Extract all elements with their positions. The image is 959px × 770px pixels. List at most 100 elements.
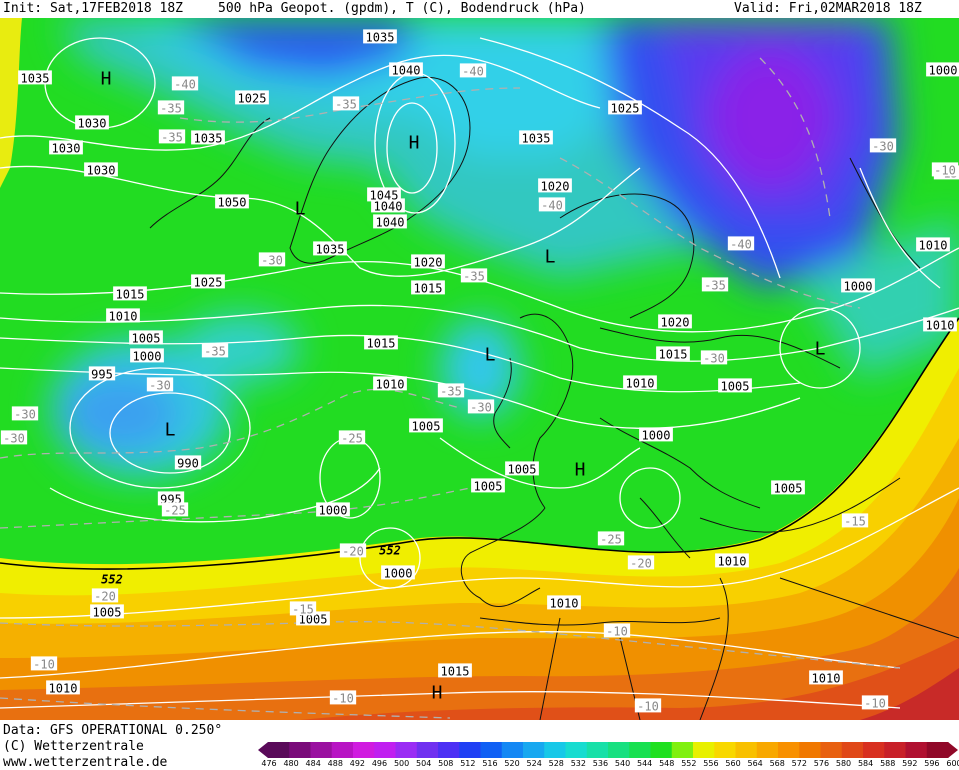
colorbar-swatch (331, 742, 354, 758)
svg-text:1005: 1005 (774, 481, 803, 495)
isobar-label: 1010 (809, 670, 843, 685)
colorbar-tick-label: 556 (703, 759, 719, 768)
svg-text:1000: 1000 (133, 349, 162, 363)
isobar-label: 1040 (371, 198, 405, 213)
temperature-label: -15 (841, 513, 869, 528)
svg-text:-20: -20 (94, 589, 116, 603)
data-source: Data: GFS OPERATIONAL 0.250° (3, 723, 223, 738)
isobar-label: 1035 (519, 130, 553, 145)
svg-text:-15: -15 (292, 602, 314, 616)
colorbar-tick-label: 492 (349, 759, 366, 768)
colorbar-tick-label: 528 (548, 759, 564, 768)
temperature-label: -40 (538, 197, 566, 212)
weather-map-svg: 1035 1040 1025 1040 1035 1030 1030 1035 1050 1045… (0, 18, 959, 720)
isobar-label: 1045 (367, 187, 401, 202)
svg-text:-30: -30 (872, 139, 894, 153)
colorbar-tick-label: 572 (791, 759, 807, 768)
weather-map: 1035 1040 1025 1040 1035 1030 1030 1035 1050 1045… (0, 18, 959, 720)
svg-text:-35: -35 (704, 278, 726, 292)
temperature-label: -20 (91, 588, 119, 603)
svg-text:L: L (545, 246, 556, 267)
isobar-label: 1030 (84, 162, 118, 177)
temperature-label: -20 (339, 543, 367, 558)
colorbar-tick-label: 588 (880, 759, 896, 768)
svg-text:-40: -40 (730, 237, 752, 251)
colorbar-swatch (884, 742, 906, 758)
svg-text:-10: -10 (637, 699, 659, 713)
colorbar-swatch (756, 742, 779, 758)
init-time: Init: Sat,17FEB2018 18Z (3, 1, 184, 16)
temperature-label: -35 (158, 129, 186, 144)
svg-text:1035: 1035 (522, 131, 551, 145)
svg-text:1000: 1000 (844, 279, 873, 293)
svg-text:1010: 1010 (926, 318, 955, 332)
isobar-label: 1020 (538, 178, 572, 193)
svg-text:L: L (295, 198, 306, 219)
colorbar-tick-label: 480 (283, 759, 299, 768)
isobar-label: 1015 (364, 335, 398, 350)
svg-text:552: 552 (379, 543, 401, 557)
svg-text:H: H (101, 68, 112, 89)
isobar-label: 1020 (658, 314, 692, 329)
temperature-label: -35 (201, 343, 229, 358)
isobar-label: 1005 (718, 378, 752, 393)
colorbar-swatch (523, 742, 545, 758)
isobar-label: 1035 (363, 29, 397, 44)
svg-text:L: L (485, 344, 496, 365)
svg-text:L: L (165, 419, 176, 440)
temperature-label: -10 (634, 698, 662, 713)
pressure-center-h: H (101, 68, 112, 89)
isobar-label: 1000 (639, 427, 673, 442)
temperature-labels: -40-35-40-35-30-35-35-30-40-35-35-30 -35-… (0, 63, 959, 713)
isobar-label: 1000 (130, 348, 164, 363)
height-contour-552 (0, 317, 959, 570)
isobar-label: 1030 (49, 140, 83, 155)
svg-text:1045: 1045 (370, 188, 399, 202)
svg-text:1015: 1015 (659, 347, 688, 361)
colorbar-swatch (841, 742, 864, 758)
temperature-label: -40 (727, 236, 755, 251)
svg-text:995: 995 (91, 367, 113, 381)
svg-text:1025: 1025 (238, 91, 267, 105)
svg-text:-25: -25 (600, 532, 622, 546)
svg-text:1000: 1000 (319, 503, 348, 517)
colorbar-tick-label: 476 (261, 759, 277, 768)
pressure-center-h: H (575, 459, 586, 480)
colorbar-tick-label: 592 (902, 759, 918, 768)
colorbar (258, 742, 958, 758)
pressure-center-h: H (409, 132, 420, 153)
svg-text:1010: 1010 (626, 376, 655, 390)
svg-text:1035: 1035 (194, 131, 223, 145)
svg-text:1040: 1040 (374, 199, 403, 213)
colorbar-swatch (735, 742, 758, 758)
temperature-label: -40 (459, 63, 487, 78)
colorbar-swatch (926, 742, 949, 758)
svg-text:1015: 1015 (414, 281, 443, 295)
pressure-center-l: L (545, 246, 556, 267)
colorbar-tick-label: 508 (438, 759, 454, 768)
svg-text:1025: 1025 (611, 101, 640, 115)
colorbar-tick-label: 496 (371, 759, 388, 768)
colorbar-swatch (586, 742, 609, 758)
svg-text:1030: 1030 (78, 116, 107, 130)
temperature-label: -35 (701, 277, 729, 292)
svg-text:-15: -15 (844, 514, 866, 528)
isobar-label: 1035 (313, 241, 347, 256)
pressure-center-h: H (432, 682, 443, 703)
colorbar-tick-label: 524 (526, 759, 542, 768)
svg-text:1030: 1030 (52, 141, 81, 155)
temperature-label: -10 (931, 162, 959, 177)
pressure-center-l: L (485, 344, 496, 365)
isobar-label: 1000 (841, 278, 875, 293)
svg-text:1020: 1020 (414, 255, 443, 269)
temperature-label: -30 (146, 377, 174, 392)
svg-text:1035: 1035 (316, 242, 345, 256)
colorbar-tick-label: 584 (857, 759, 874, 768)
svg-text:-30: -30 (703, 351, 725, 365)
colorbar-tick-label: 520 (504, 759, 520, 768)
temperature-label: -15 (289, 601, 317, 616)
colorbar-swatch (395, 742, 418, 758)
svg-text:-25: -25 (341, 431, 363, 445)
svg-text:-35: -35 (463, 269, 485, 283)
temperature-label: -10 (30, 656, 58, 671)
